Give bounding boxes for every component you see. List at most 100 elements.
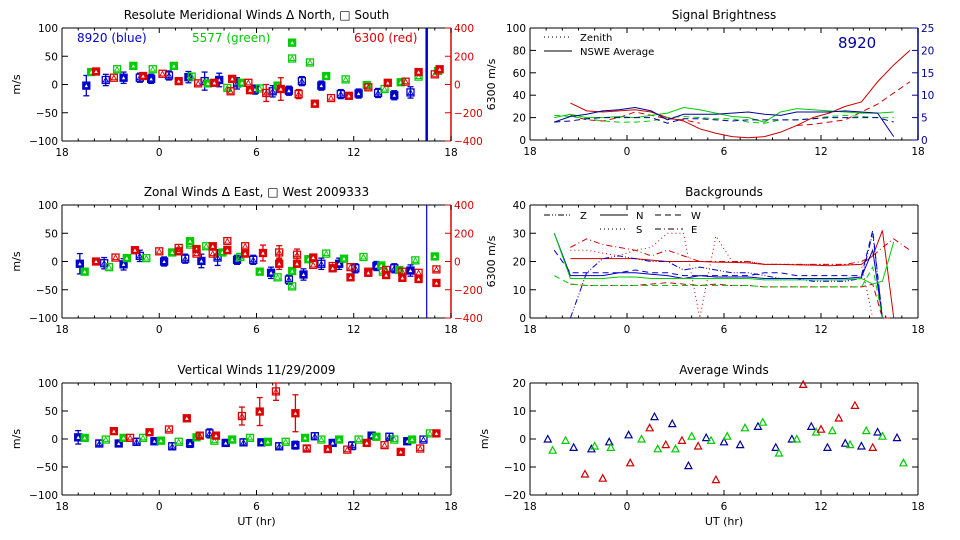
x-tick-label: 18 xyxy=(911,501,924,513)
data-point-triangle xyxy=(224,237,231,244)
data-point-triangle xyxy=(202,242,210,249)
y2-tick-label: 25 xyxy=(921,23,934,35)
data-point-triangle xyxy=(415,269,422,276)
series-line xyxy=(570,282,894,319)
data-point-triangle xyxy=(160,258,168,264)
data-point-triangle xyxy=(120,434,127,441)
data-point-triangle xyxy=(143,254,150,261)
data-point-triangle xyxy=(196,432,204,439)
data-point-triangle xyxy=(194,79,202,86)
data-point-triangle xyxy=(348,442,356,449)
x-tick-label: 18 xyxy=(55,147,68,159)
x-tick-label: 18 xyxy=(523,146,536,158)
data-point-triangle xyxy=(606,442,616,451)
data-point-triangle xyxy=(840,438,850,447)
chart-title: Signal Brightness xyxy=(672,8,777,22)
y-tick-label: −50 xyxy=(36,285,58,297)
data-point-triangle xyxy=(653,444,663,453)
data-point-square xyxy=(262,88,271,98)
data-point-triangle xyxy=(288,55,296,61)
data-point-triangle xyxy=(96,440,103,446)
data-point-square xyxy=(245,433,255,443)
data-point-triangle xyxy=(420,436,427,443)
chart-title: Zonal Winds Δ East, □ West 2009333 xyxy=(144,185,369,199)
data-point-triangle xyxy=(798,379,808,388)
chart-title: Average Winds xyxy=(679,363,769,377)
data-point-triangle xyxy=(204,79,212,86)
data-point-triangle xyxy=(771,442,781,451)
data-point-square xyxy=(359,252,368,262)
x-tick-label: 18 xyxy=(55,501,68,513)
data-point-triangle xyxy=(309,254,317,260)
y-tick-label: 100 xyxy=(506,23,526,35)
data-point-triangle xyxy=(224,246,231,253)
series-line xyxy=(553,230,883,319)
data-point-triangle xyxy=(337,90,345,97)
data-point-square xyxy=(281,437,290,446)
data-point-triangle xyxy=(76,260,84,267)
data-point-square xyxy=(249,255,258,264)
data-point-triangle xyxy=(92,68,100,74)
data-point-triangle xyxy=(100,259,108,266)
data-point-square xyxy=(317,259,326,268)
data-point-triangle xyxy=(877,431,887,440)
data-point-square xyxy=(288,282,297,291)
data-point-triangle xyxy=(157,437,165,444)
data-point-triangle xyxy=(677,435,687,444)
data-point-square xyxy=(297,76,307,86)
data-point-triangle xyxy=(822,442,832,451)
data-point-triangle xyxy=(347,273,354,280)
data-point-triangle xyxy=(133,438,140,445)
data-point-triangle xyxy=(868,442,878,451)
y2-tick-label: 0 xyxy=(454,80,461,92)
data-point-square xyxy=(385,432,394,441)
data-point-triangle xyxy=(329,439,336,446)
data-point-square xyxy=(302,444,311,453)
data-point-square xyxy=(416,444,425,453)
data-point-square xyxy=(187,72,196,81)
y-tick-label: 40 xyxy=(513,90,526,102)
data-point-triangle xyxy=(645,423,655,432)
data-point-triangle xyxy=(292,441,299,448)
x-tick-label: 12 xyxy=(814,146,827,158)
series-line xyxy=(553,233,895,285)
data-point-triangle xyxy=(120,74,127,81)
y-tick-label: 80 xyxy=(513,45,526,57)
x-axis-label: UT (hr) xyxy=(705,515,743,528)
data-point-triangle xyxy=(335,260,343,267)
data-point-square xyxy=(354,435,363,444)
data-point-triangle xyxy=(345,92,353,99)
data-point-triangle xyxy=(228,75,236,82)
data-point-triangle xyxy=(758,417,768,426)
data-point-square xyxy=(208,249,217,258)
data-point-triangle xyxy=(834,413,844,422)
data-point-triangle xyxy=(212,432,220,439)
data-point-triangle xyxy=(113,65,121,72)
data-point-triangle xyxy=(580,469,590,478)
y-tick-label: 0 xyxy=(519,434,526,446)
legend-label: S xyxy=(636,225,642,236)
data-point-triangle xyxy=(324,445,332,452)
y2-tick-label: 200 xyxy=(454,228,474,240)
data-point-triangle xyxy=(816,424,826,433)
data-point-triangle xyxy=(181,255,189,262)
data-point-triangle xyxy=(365,269,372,276)
x-tick-label: 18 xyxy=(523,324,536,336)
data-point-square xyxy=(164,425,174,434)
data-point-triangle xyxy=(598,473,608,482)
legend-label: E xyxy=(691,225,697,236)
data-point-square xyxy=(239,438,248,447)
data-point-square xyxy=(430,70,439,79)
series-line xyxy=(554,117,894,124)
data-point-triangle xyxy=(227,87,234,94)
data-point-triangle xyxy=(670,444,681,453)
data-point-triangle xyxy=(211,79,218,86)
x-tick-label: 0 xyxy=(624,501,631,513)
data-point-triangle xyxy=(719,437,729,446)
data-point-triangle xyxy=(238,412,246,419)
y-tick-label: 50 xyxy=(45,228,58,240)
data-point-square xyxy=(241,242,250,251)
x-tick-label: 12 xyxy=(814,501,827,513)
data-point-triangle xyxy=(382,271,390,278)
data-point-triangle xyxy=(827,425,837,435)
